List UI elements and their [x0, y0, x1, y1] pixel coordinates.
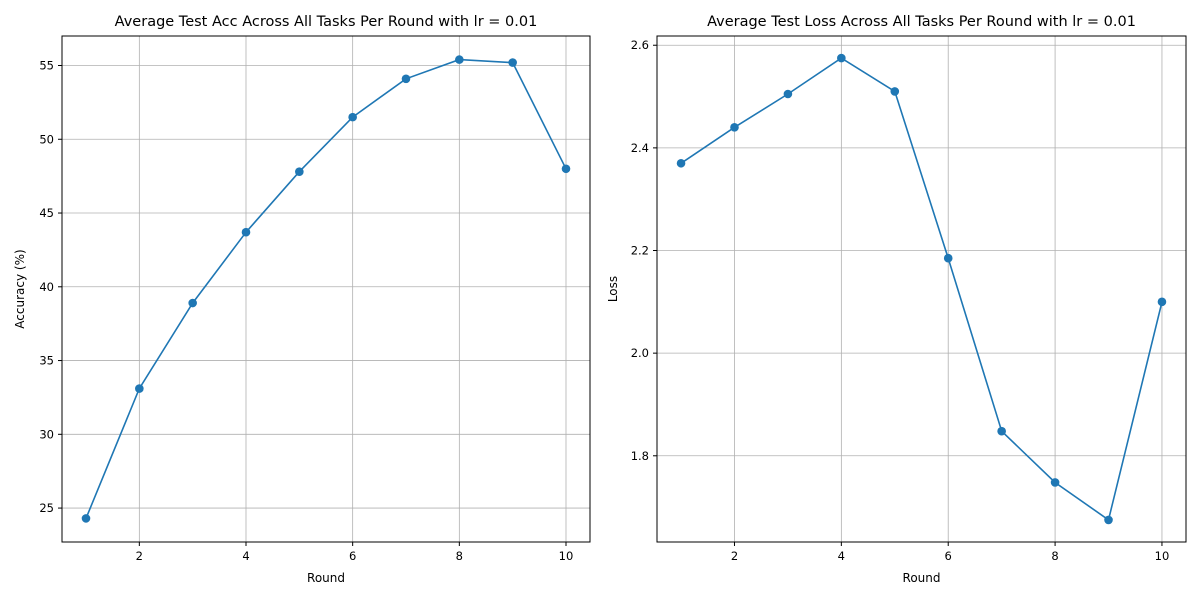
loss-x-tick-label: 10	[1155, 549, 1170, 563]
accuracy-data-point	[561, 164, 571, 174]
accuracy-x-tick-label: 6	[349, 549, 356, 563]
accuracy-x-axis-label: Round	[307, 571, 345, 585]
accuracy-chart: 2 4 6 8 10 25 30 35 40 45 50 55 Average Test Acc Ac…	[13, 14, 591, 585]
accuracy-y-tick-label: 50	[39, 132, 54, 146]
accuracy-data-point	[295, 167, 304, 177]
accuracy-x-tick-label: 4	[242, 549, 249, 563]
loss-data-point	[1104, 515, 1113, 525]
accuracy-plot-frame	[61, 35, 591, 543]
accuracy-chart-title: Average Test Acc Across All Tasks Per Ro…	[115, 14, 538, 30]
loss-data-point	[890, 87, 900, 96]
accuracy-ticks: 2 4 6 8 10 25 30 35 40 45 50 55	[39, 59, 573, 563]
loss-data-point	[676, 158, 686, 168]
accuracy-y-tick-label: 30	[39, 427, 54, 441]
accuracy-y-tick-label: 40	[39, 280, 54, 294]
loss-chart-title: Average Test Loss Across All Tasks Per R…	[707, 14, 1136, 30]
accuracy-y-tick-label: 45	[39, 206, 54, 220]
accuracy-y-axis-label: Accuracy (%)	[13, 249, 27, 328]
loss-x-tick-label: 6	[945, 549, 952, 563]
accuracy-data-point	[135, 384, 144, 393]
loss-plot-frame	[656, 35, 1187, 543]
loss-y-tick-label: 2.2	[631, 244, 649, 258]
accuracy-y-tick-label: 55	[39, 59, 54, 73]
loss-chart: 2 4 6 8 10 1.8 2.0 2.2 2.4 2.6 Average Test Loss …	[606, 14, 1187, 585]
loss-data-point	[837, 53, 846, 63]
loss-series-line	[680, 57, 1163, 522]
loss-y-tick-label: 2.4	[631, 141, 649, 155]
accuracy-x-tick-label: 10	[559, 549, 574, 563]
loss-data-point	[997, 426, 1006, 436]
accuracy-data-point	[508, 58, 517, 67]
loss-x-tick-label: 2	[731, 549, 738, 563]
loss-x-tick-label: 8	[1051, 549, 1058, 563]
accuracy-grid	[62, 36, 590, 542]
accuracy-y-tick-label: 35	[39, 354, 54, 368]
accuracy-data-point	[241, 227, 251, 237]
accuracy-plot	[81, 55, 571, 523]
loss-data-point	[1050, 478, 1060, 487]
loss-ticks: 2 4 6 8 10 1.8 2.0 2.2 2.4 2.6	[631, 38, 1170, 563]
accuracy-data-point	[348, 112, 357, 122]
accuracy-x-tick-label: 8	[456, 549, 463, 563]
loss-grid	[657, 36, 1186, 542]
loss-y-axis-label: Loss	[606, 276, 620, 302]
accuracy-data-point	[455, 55, 464, 64]
accuracy-y-tick-label: 25	[39, 501, 54, 515]
accuracy-data-point	[188, 298, 197, 308]
loss-data-point	[783, 89, 793, 99]
loss-data-point	[730, 123, 739, 132]
loss-data-point	[1157, 297, 1167, 307]
loss-data-point	[943, 253, 953, 263]
accuracy-data-point	[81, 514, 91, 523]
accuracy-x-tick-label: 2	[136, 549, 143, 563]
loss-y-tick-label: 2.0	[631, 346, 649, 360]
loss-y-tick-label: 1.8	[631, 449, 649, 463]
loss-x-tick-label: 4	[838, 549, 845, 563]
loss-y-tick-label: 2.6	[631, 38, 649, 52]
accuracy-data-point	[401, 74, 411, 84]
loss-x-axis-label: Round	[903, 571, 941, 585]
accuracy-series-line	[85, 58, 567, 519]
loss-plot	[676, 53, 1167, 525]
